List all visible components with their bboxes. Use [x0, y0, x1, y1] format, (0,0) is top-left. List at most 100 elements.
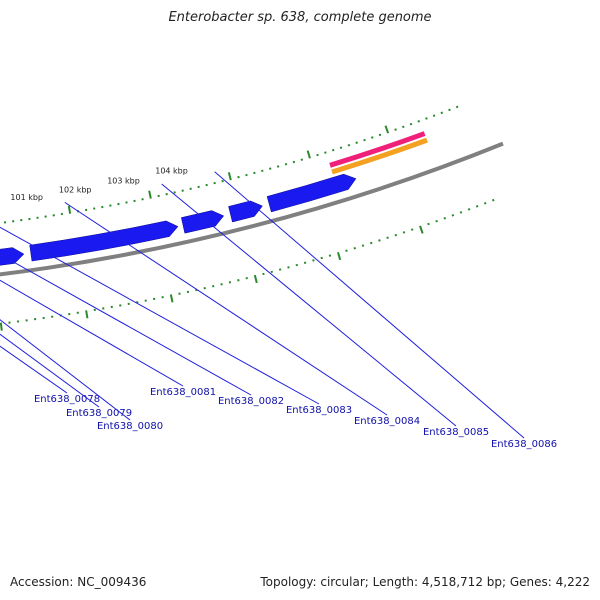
- outer-minor-tick: [435, 219, 438, 223]
- outer-minor-tick: [459, 211, 463, 214]
- outer-minor-tick: [443, 216, 447, 220]
- inner-minor-tick: [409, 122, 413, 126]
- accession-text: Accession: NC_009436: [10, 575, 147, 589]
- gene-arrow: [29, 220, 179, 262]
- gene-label: Ent638_0078: [34, 394, 100, 405]
- outer-minor-tick: [386, 236, 389, 240]
- backbone-track: [0, 141, 504, 277]
- gene-label: Ent638_0079: [66, 408, 132, 419]
- outer-minor-tick: [353, 246, 356, 250]
- inner-major-tick: [227, 172, 232, 181]
- gene-label: Ent638_0081: [150, 387, 216, 398]
- gene-label-leader: [0, 345, 68, 394]
- outer-major-tick: [169, 294, 174, 303]
- backbone-line: [0, 141, 504, 277]
- inner-major-tick: [384, 125, 390, 134]
- inner-minor-tick: [432, 114, 436, 117]
- feature-track: [329, 131, 428, 175]
- inner-minor-tick: [355, 141, 358, 144]
- gene-arrow: [266, 173, 357, 213]
- kbp-label: 102 kbp: [59, 186, 92, 195]
- gene-label: Ent638_0080: [97, 421, 163, 432]
- gene-label: Ent638_0083: [286, 405, 352, 416]
- inner-minor-tick: [276, 165, 280, 168]
- kbp-label: 101 kbp: [10, 193, 43, 202]
- outer-minor-tick: [369, 241, 373, 245]
- inner-major-tick: [148, 190, 152, 199]
- outer-minor-tick: [451, 214, 455, 217]
- inner-minor-tick: [331, 148, 335, 152]
- gene-label-leader: [214, 171, 525, 439]
- gene-label: Ent638_0082: [218, 396, 284, 407]
- outer-minor-tick: [270, 270, 274, 274]
- inner-minor-tick: [300, 158, 304, 161]
- gene-label-leader: [0, 279, 184, 387]
- inner-minor-tick: [261, 169, 264, 173]
- kbp-label: 103 kbp: [107, 177, 140, 186]
- inner-minor-tick: [284, 163, 288, 166]
- outer-minor-tick: [361, 244, 365, 247]
- inner-minor-tick: [455, 105, 459, 109]
- inner-minor-tick: [253, 171, 256, 175]
- pink-feature: [329, 131, 426, 168]
- orange-feature: [331, 137, 428, 175]
- inner-minor-tick: [378, 133, 382, 137]
- kbp-label: 104 kbp: [155, 167, 188, 176]
- inner-minor-tick: [324, 151, 327, 154]
- outer-minor-tick: [427, 222, 430, 226]
- gene-label-track: Ent638_0078 Ent638_0079 Ent638_0080 Ent638_…: [0, 171, 557, 450]
- outer-minor-tick: [303, 261, 307, 264]
- outer-major-tick: [253, 274, 258, 284]
- inner-major-tick: [67, 205, 72, 214]
- inner-minor-tick: [425, 117, 428, 120]
- gene-label-leader: [0, 319, 131, 421]
- inner-minor-tick: [417, 120, 421, 123]
- gene-label: Ent638_0085: [423, 427, 489, 438]
- inner-minor-tick: [394, 128, 397, 131]
- inner-minor-tick: [316, 153, 319, 157]
- outer-minor-tick: [402, 231, 406, 234]
- outer-minor-tick: [378, 239, 381, 242]
- gene-arrow: [181, 210, 225, 234]
- inner-minor-tick: [339, 146, 343, 149]
- outer-minor-tick: [287, 266, 290, 269]
- inner-minor-tick: [245, 173, 248, 177]
- outer-minor-tick: [320, 256, 323, 260]
- outer-major-tick: [419, 225, 424, 234]
- inner-minor-tick: [347, 143, 351, 147]
- summary-text: Topology: circular; Length: 4,518,712 bp…: [260, 575, 590, 589]
- outer-minor-tick: [394, 233, 398, 237]
- inner-tick-track: [3, 105, 459, 224]
- outer-minor-tick: [328, 254, 332, 257]
- gene-label-leader: [0, 333, 100, 408]
- outer-minor-tick: [278, 268, 282, 271]
- outer-tick-track: [0, 198, 495, 331]
- outer-minor-tick: [312, 259, 315, 262]
- outer-major-tick: [0, 322, 3, 331]
- inner-minor-tick: [402, 125, 405, 129]
- gene-label: Ent638_0084: [354, 416, 420, 427]
- gene-label-leader: [0, 226, 320, 405]
- inner-minor-tick: [370, 136, 374, 139]
- outer-major-tick: [85, 310, 89, 319]
- inner-major-tick: [306, 150, 311, 159]
- gene-track: [0, 173, 357, 266]
- map-title: Enterobacter sp. 638, complete genome: [168, 10, 432, 25]
- gene-arrow: [228, 200, 263, 223]
- outer-minor-tick: [483, 201, 487, 205]
- inner-minor-tick: [363, 138, 366, 142]
- outer-major-tick: [336, 251, 342, 261]
- inner-minor-tick: [440, 111, 444, 115]
- inner-minor-tick: [292, 160, 296, 164]
- outer-minor-tick: [467, 208, 471, 211]
- kbp-label-track: 96 kbp97 kbp98 kbp99 kbp100 kbp101 kbp10…: [10, 167, 188, 203]
- outer-minor-tick: [491, 198, 495, 202]
- gene-label-leader: [64, 201, 388, 416]
- inner-minor-tick: [268, 167, 272, 170]
- outer-minor-tick: [345, 249, 348, 252]
- gene-arrow: [0, 247, 25, 266]
- gene-label-leader: [0, 253, 252, 396]
- gene-label-leader: [161, 183, 457, 427]
- outer-minor-tick: [475, 205, 479, 208]
